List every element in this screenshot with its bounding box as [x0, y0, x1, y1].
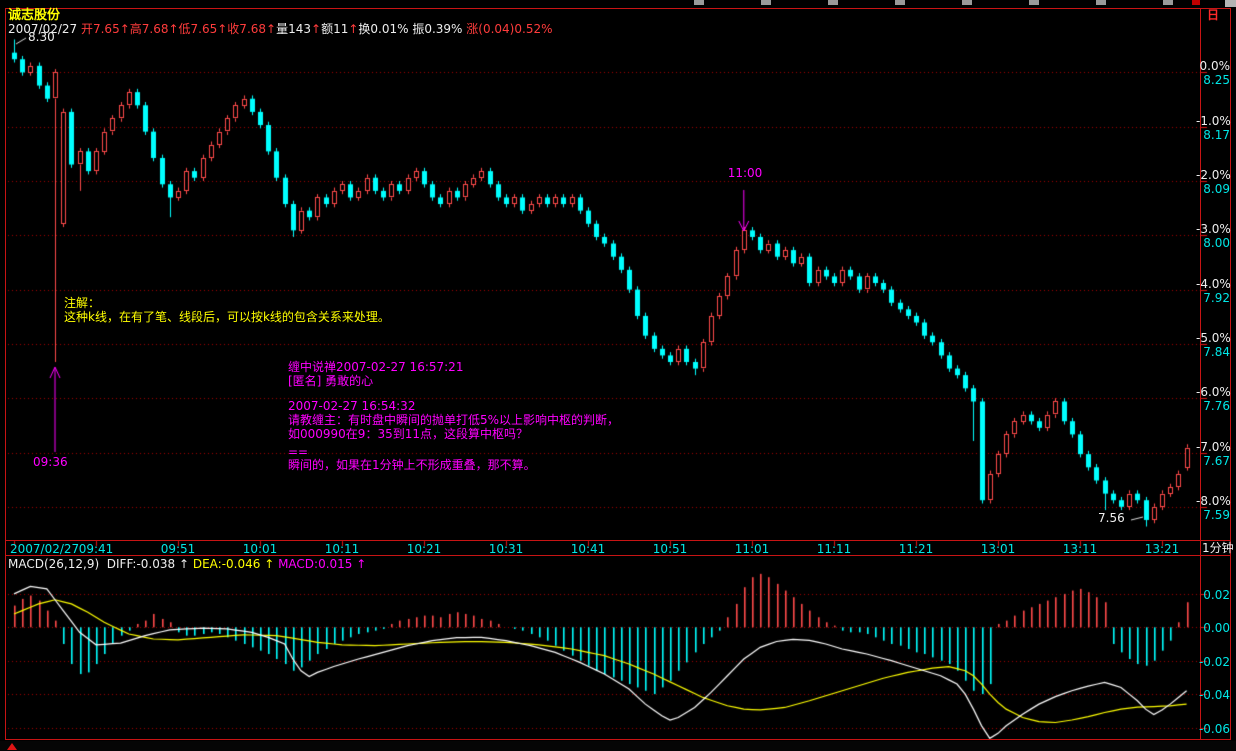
- note-title: 注解：: [64, 296, 101, 310]
- macd-axis-label: -0.06: [1198, 721, 1230, 736]
- time-axis-label: 13:11: [1062, 542, 1098, 556]
- note-body: 这种k线，在有了笔、线段后，可以按k线的包含关系来处理。: [64, 310, 390, 324]
- macd-value-part: DEA:-0.046 ↑: [192, 557, 279, 571]
- frame-bottom: [5, 739, 1231, 740]
- background-window-fragment: [828, 0, 838, 5]
- time-axis-label: 10:01: [242, 542, 278, 556]
- quote-info-part: 额11: [321, 22, 349, 36]
- time-axis-label: 10:51: [652, 542, 688, 556]
- quote-info-line: 2007/02/27 开7.65↑高7.68↑低7.65↑收7.68↑量143↑…: [8, 23, 553, 36]
- time-axis-bottom-line: [5, 555, 1231, 556]
- macd-axis-label: -0.04: [1198, 688, 1230, 703]
- time-axis-label: 11:21: [898, 542, 934, 556]
- background-window-fragment: [895, 0, 905, 5]
- quote-info-part: 涨(0.04)0.52%: [466, 22, 553, 36]
- time-axis-label: 10:41: [570, 542, 606, 556]
- status-strip: [0, 741, 1236, 751]
- background-window-fragment: [1192, 0, 1200, 5]
- macd-axis-label: 0.02: [1203, 587, 1230, 602]
- time-axis-label: 2007/02/27: [10, 542, 80, 556]
- price-axis-label: 8.09: [1203, 182, 1230, 196]
- quote-info-part: 开7.65↑高7.68↑低7.65↑收7.68↑: [80, 22, 277, 36]
- background-window-fragment: [1029, 0, 1039, 5]
- chat-line: 如000990在9：35到11点，这段算中枢吗？: [288, 427, 528, 441]
- chat-line: [匿名] 勇敢的心: [288, 374, 374, 388]
- time-axis-label: 10:31: [488, 542, 524, 556]
- price-axis-label: 7.92: [1203, 290, 1230, 305]
- quote-info-part: 2007/02/27: [8, 22, 81, 36]
- pct-axis-label: -3.0%: [1196, 222, 1231, 237]
- chat-line: 请教缠主：有时盘中瞬间的抛单打低5%以上影响中枢的判断，: [288, 413, 620, 427]
- chat-line: ==: [288, 445, 309, 459]
- chat-line: 2007-02-27 16:54:32: [288, 399, 416, 413]
- price-axis-label: 7.84: [1203, 344, 1230, 359]
- quote-info-part: 换0.01% 振0.39%: [358, 22, 467, 36]
- scroll-up-arrow-icon[interactable]: [7, 743, 17, 750]
- time-axis-label: 10:11: [324, 542, 360, 556]
- arrow-up-label: 09:36: [33, 455, 68, 469]
- quote-info-part: 量143: [276, 22, 311, 36]
- time-axis-label: 11:01: [734, 542, 770, 556]
- price-axis-label: 8.25: [1203, 73, 1230, 88]
- macd-axis-label: 0.00: [1203, 621, 1230, 636]
- arrow-down-label: 11:00: [727, 166, 763, 180]
- price-axis-label: 8.17: [1203, 127, 1230, 142]
- frame-left: [5, 8, 6, 740]
- macd-value-part: DIFF:-0.038 ↑: [106, 557, 193, 571]
- daily-period-icon[interactable]: 日: [1207, 8, 1220, 22]
- axis-divider: [1200, 8, 1201, 740]
- macd-value-part: MACD(26,12,9): [8, 557, 107, 571]
- quote-info-part: ↑: [348, 22, 359, 36]
- time-axis-top-line: [5, 540, 1231, 541]
- low-price-callout: 7.56: [1098, 511, 1125, 525]
- pct-axis-label: -1.0%: [1196, 113, 1231, 128]
- background-window-fragment: [1163, 0, 1173, 5]
- macd-indicator-line: MACD(26,12,9) DIFF:-0.038 ↑ DEA:-0.046 ↑…: [8, 558, 366, 571]
- price-axis-label: 7.67: [1203, 453, 1230, 468]
- pct-axis-label: 0.0%: [1199, 59, 1231, 74]
- stock-name: 诚志股份: [8, 8, 61, 23]
- pct-axis-label: -4.0%: [1196, 276, 1231, 291]
- pct-axis-label: -8.0%: [1196, 493, 1231, 508]
- macd-value-part: MACD:0.015 ↑: [278, 557, 367, 571]
- chat-line: 缠中说禅2007-02-27 16:57:21: [288, 360, 464, 374]
- pct-axis-label: -2.0%: [1196, 168, 1231, 182]
- time-axis-label: 09:41: [78, 542, 114, 556]
- frame-right: [1230, 8, 1231, 740]
- price-axis-label: 8.00: [1203, 236, 1230, 251]
- quote-info-part: ↑: [311, 22, 322, 36]
- pct-axis-label: -7.0%: [1196, 439, 1231, 454]
- price-axis-label: 7.76: [1203, 399, 1230, 414]
- chat-line: 瞬间的，如果在1分钟上不形成重叠，那不算。: [288, 458, 536, 472]
- background-window-fragment: [962, 0, 972, 5]
- time-axis-label: 13:01: [980, 542, 1016, 556]
- time-axis-label: 10:21: [406, 542, 442, 556]
- price-axis-label: 7.59: [1203, 507, 1230, 522]
- background-window-fragment: [1225, 0, 1236, 7]
- frame-top: [5, 8, 1231, 9]
- background-window-fragment: [761, 0, 771, 5]
- time-axis-label: 09:51: [160, 542, 196, 556]
- macd-axis-label: -0.02: [1198, 654, 1230, 669]
- background-window-fragment: [1096, 0, 1106, 5]
- time-axis-label: 11:11: [816, 542, 852, 556]
- pct-axis-label: -5.0%: [1196, 330, 1231, 345]
- pct-axis-label: -6.0%: [1196, 385, 1231, 400]
- high-price-callout: 8.30: [28, 30, 55, 44]
- time-axis-label: 13:21: [1144, 542, 1180, 556]
- period-label[interactable]: 1分钟: [1202, 541, 1234, 555]
- background-window-fragment: [694, 0, 704, 5]
